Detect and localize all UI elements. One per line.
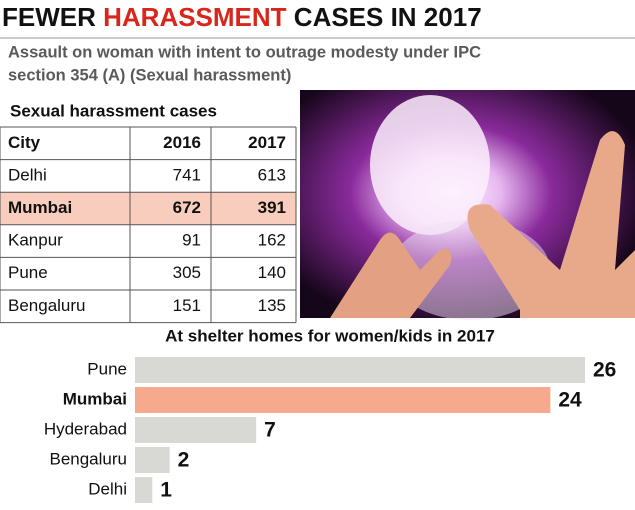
table-cell: 391	[258, 198, 286, 217]
subtitle: section 354 (A) (Sexual harassment)	[8, 66, 291, 84]
table-cell: 135	[258, 296, 286, 315]
bar	[135, 357, 585, 383]
table-cell: Delhi	[8, 165, 47, 184]
title-part: CASES IN 2017	[287, 2, 482, 32]
value-label: 26	[593, 359, 616, 382]
value-label: 24	[558, 389, 582, 412]
table-cell: Bengaluru	[8, 296, 86, 315]
category-label: Hyderabad	[44, 419, 127, 438]
table-cell: 305	[173, 263, 201, 282]
column-header: 2016	[163, 133, 201, 152]
title: FEWER HARASSMENT CASES IN 2017	[2, 2, 482, 32]
title-part: FEWER	[2, 2, 103, 32]
subtitle: Assault on woman with intent to outrage …	[8, 43, 481, 61]
table-cell: 613	[258, 165, 286, 184]
table-cell: Pune	[8, 263, 48, 282]
table: City 2016 2017 Delhi 741 613 Mumbai 672 391 Kanpu…	[0, 126, 297, 324]
highlight-row	[0, 192, 296, 225]
category-label: Delhi	[88, 479, 127, 498]
title-highlight: HARASSMENT	[103, 2, 287, 32]
table-cell: Mumbai	[8, 198, 72, 217]
table-title: Sexual harassment cases	[10, 101, 217, 120]
table-cell: 151	[173, 296, 201, 315]
bar	[135, 477, 153, 503]
column-header: 2017	[248, 133, 286, 152]
table-cell: 672	[173, 198, 201, 217]
table-cell: Kanpur	[8, 231, 63, 250]
chart: Pune 26 Mumbai 24 Hyderabad 7 Bengaluru 2 Delhi 1	[44, 357, 616, 503]
value-label: 1	[160, 479, 172, 502]
bar	[135, 417, 257, 443]
photo	[300, 90, 635, 320]
bar	[135, 387, 551, 413]
table-cell: 741	[173, 165, 201, 184]
table-cell: 91	[182, 231, 201, 250]
column-header: City	[8, 133, 41, 152]
category-label: Bengaluru	[49, 449, 127, 468]
chart-title: At shelter homes for women/kids in 2017	[165, 326, 495, 345]
table-cell: 140	[258, 263, 286, 282]
bar	[135, 447, 170, 473]
category-label: Pune	[87, 359, 127, 378]
table-cell: 162	[258, 231, 286, 250]
category-label: Mumbai	[63, 389, 127, 408]
value-label: 7	[264, 419, 276, 442]
value-label: 2	[178, 449, 190, 472]
